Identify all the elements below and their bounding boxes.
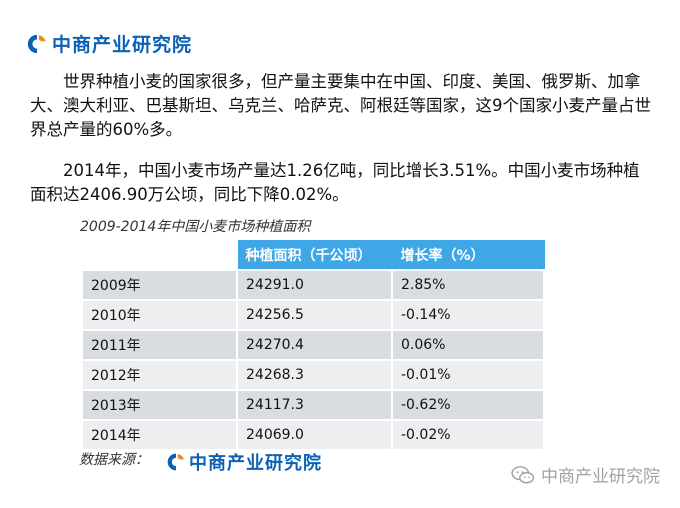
- table-row: 2012年 24268.3 -0.01%: [81, 359, 545, 391]
- source-logo-text: 中商产业研究院: [189, 453, 322, 474]
- table-caption: 2009-2014年中国小麦市场种植面积: [80, 219, 311, 235]
- intro-paragraph: 世界种植小麦的国家很多，但产量主要集中在中国、印度、美国、俄罗斯、加拿大、澳大利…: [30, 70, 652, 142]
- paragraph-text: 2014年，中国小麦市场产量达1.26亿吨，同比增长3.51%。中国小麦市场种植…: [30, 161, 640, 204]
- year-cell: 2013年: [81, 389, 238, 421]
- company-logo-icon: [167, 453, 184, 471]
- growth-cell: -0.01%: [391, 359, 545, 391]
- logo-text: 中商产业研究院: [52, 34, 193, 56]
- year-cell: 2009年: [81, 269, 238, 301]
- watermark: 中商产业研究院: [511, 462, 660, 487]
- planting-area-table: 种植面积（千公顷） 增长率（%） 2009年 24291.0 2.85% 201…: [81, 240, 545, 451]
- area-cell: 24069.0: [236, 419, 393, 451]
- table-row: 2010年 24256.5 -0.14%: [81, 299, 545, 331]
- source-label: 数据来源：: [79, 452, 149, 468]
- watermark-text: 中商产业研究院: [541, 467, 660, 487]
- area-cell: 24117.3: [236, 389, 393, 421]
- growth-cell: -0.02%: [391, 419, 545, 451]
- growth-cell: 0.06%: [391, 329, 545, 361]
- header-cell-growth: 增长率（%）: [391, 240, 545, 271]
- area-cell: 24256.5: [236, 299, 393, 331]
- year-cell: 2011年: [81, 329, 238, 361]
- table-row: 2014年 24069.0 -0.02%: [81, 419, 545, 451]
- company-logo-icon: [27, 34, 46, 53]
- year-cell: 2012年: [81, 359, 238, 391]
- growth-cell: 2.85%: [391, 269, 545, 301]
- area-cell: 24291.0: [236, 269, 393, 301]
- company-logo: 中商产业研究院: [26, 30, 192, 57]
- market-paragraph: 2014年，中国小麦市场产量达1.26亿吨，同比增长3.51%。中国小麦市场种植…: [30, 159, 652, 207]
- header-cell-area: 种植面积（千公顷）: [236, 240, 393, 271]
- table-header-row: 种植面积（千公顷） 增长率（%）: [81, 240, 545, 271]
- header-cell-year: [81, 240, 238, 271]
- source-logo: 中商产业研究院: [166, 449, 322, 475]
- growth-cell: -0.14%: [391, 299, 545, 331]
- growth-cell: -0.62%: [391, 389, 545, 421]
- table-row: 2013年 24117.3 -0.62%: [81, 389, 545, 421]
- paragraph-text: 世界种植小麦的国家很多，但产量主要集中在中国、印度、美国、俄罗斯、加拿大、澳大利…: [30, 72, 651, 139]
- wechat-icon: [511, 465, 535, 483]
- year-cell: 2014年: [81, 419, 238, 451]
- table-row: 2011年 24270.4 0.06%: [81, 329, 545, 361]
- area-cell: 24268.3: [236, 359, 393, 391]
- area-cell: 24270.4: [236, 329, 393, 361]
- table-row: 2009年 24291.0 2.85%: [81, 269, 545, 301]
- year-cell: 2010年: [81, 299, 238, 331]
